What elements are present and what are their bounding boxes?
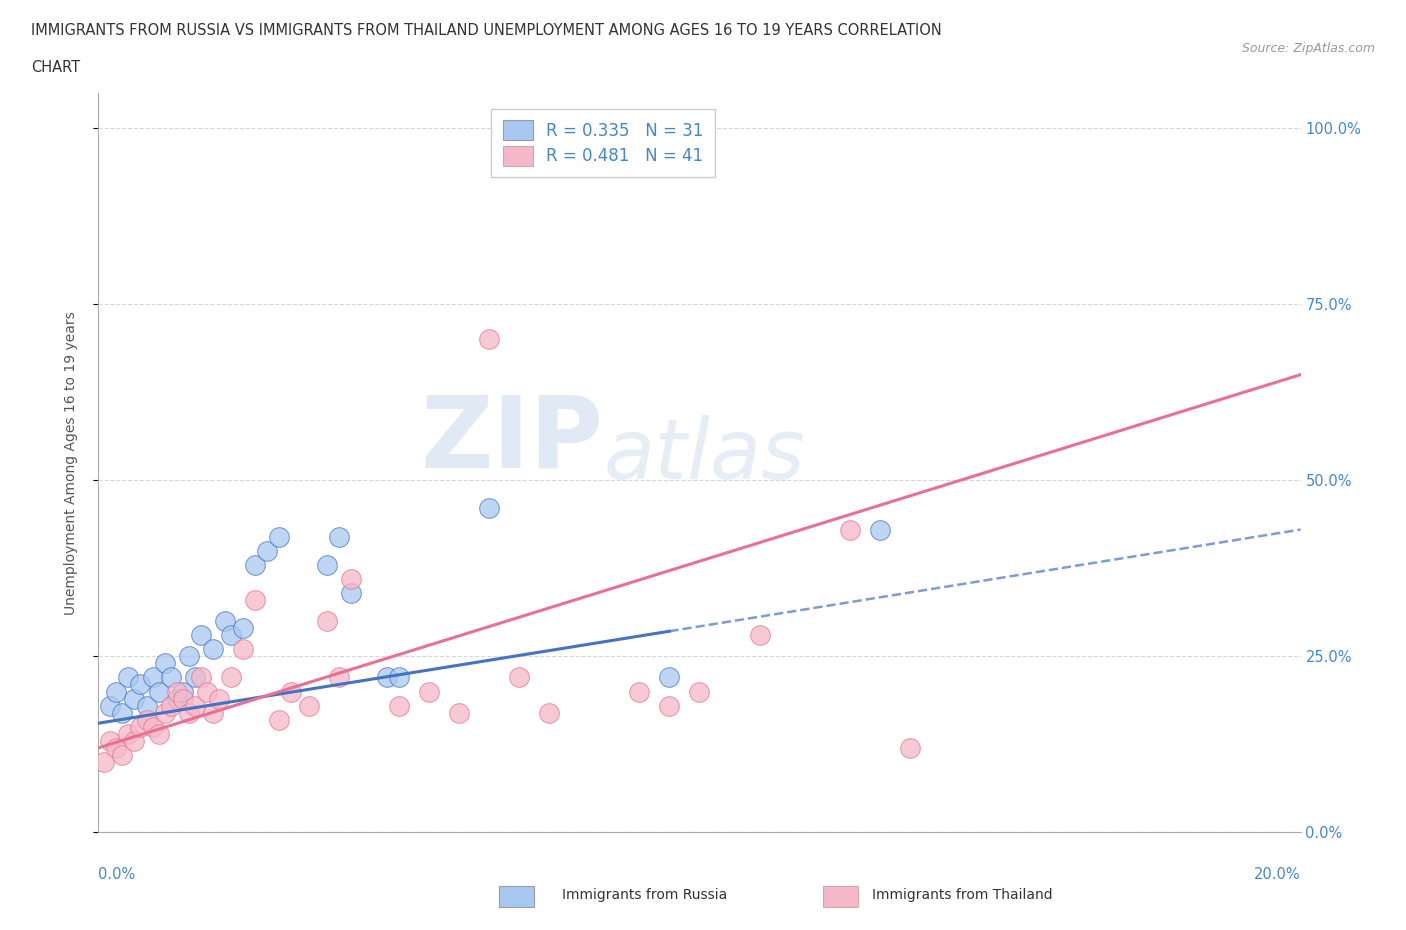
Point xyxy=(105,740,128,755)
Point xyxy=(628,684,651,699)
Point xyxy=(315,557,337,572)
Point xyxy=(159,670,181,684)
Point xyxy=(201,642,224,657)
Point xyxy=(195,684,218,699)
Point xyxy=(177,649,200,664)
Point xyxy=(280,684,302,699)
Point xyxy=(148,684,170,699)
Point xyxy=(124,734,146,749)
Point xyxy=(135,712,157,727)
Point xyxy=(129,719,152,734)
Point xyxy=(508,670,530,684)
Point xyxy=(388,698,411,713)
Text: IMMIGRANTS FROM RUSSIA VS IMMIGRANTS FROM THAILAND UNEMPLOYMENT AMONG AGES 16 TO: IMMIGRANTS FROM RUSSIA VS IMMIGRANTS FRO… xyxy=(31,23,942,38)
Point xyxy=(208,691,231,706)
Point xyxy=(232,642,254,657)
Point xyxy=(93,754,115,769)
Point xyxy=(172,684,194,699)
Point xyxy=(135,698,157,713)
Text: ZIP: ZIP xyxy=(420,392,603,489)
Point xyxy=(267,529,290,544)
Point xyxy=(117,670,139,684)
Point xyxy=(658,698,681,713)
Point xyxy=(219,670,242,684)
Y-axis label: Unemployment Among Ages 16 to 19 years: Unemployment Among Ages 16 to 19 years xyxy=(63,311,77,615)
Text: atlas: atlas xyxy=(603,415,806,496)
Point xyxy=(129,677,152,692)
Point xyxy=(124,691,146,706)
Point xyxy=(117,726,139,741)
Point xyxy=(105,684,128,699)
Point xyxy=(141,670,163,684)
Point xyxy=(243,592,266,607)
Legend: R = 0.335   N = 31, R = 0.481   N = 41: R = 0.335 N = 31, R = 0.481 N = 41 xyxy=(491,109,716,178)
Point xyxy=(172,691,194,706)
Point xyxy=(328,529,350,544)
Text: Immigrants from Thailand: Immigrants from Thailand xyxy=(872,887,1052,902)
Point xyxy=(100,698,122,713)
Point xyxy=(232,620,254,635)
Point xyxy=(111,748,134,763)
Text: CHART: CHART xyxy=(31,60,80,75)
Point xyxy=(159,698,181,713)
Point xyxy=(447,705,470,720)
Point xyxy=(838,522,860,537)
Point xyxy=(315,614,337,629)
Text: 20.0%: 20.0% xyxy=(1254,867,1301,882)
Text: 0.0%: 0.0% xyxy=(98,867,135,882)
Point xyxy=(190,670,212,684)
Point xyxy=(418,684,440,699)
Point xyxy=(214,614,236,629)
Point xyxy=(166,691,188,706)
Point xyxy=(148,726,170,741)
Point xyxy=(141,719,163,734)
Point xyxy=(153,656,176,671)
Point xyxy=(256,543,278,558)
Point xyxy=(100,734,122,749)
Point xyxy=(219,628,242,643)
Point xyxy=(201,705,224,720)
Point xyxy=(689,684,711,699)
Point xyxy=(243,557,266,572)
Point xyxy=(340,571,363,586)
Point xyxy=(111,705,134,720)
Point xyxy=(375,670,398,684)
Point xyxy=(898,740,921,755)
Point xyxy=(153,705,176,720)
Point xyxy=(267,712,290,727)
Point xyxy=(748,628,770,643)
Point xyxy=(388,670,411,684)
Text: Immigrants from Russia: Immigrants from Russia xyxy=(562,887,728,902)
Point xyxy=(478,501,501,516)
Point xyxy=(869,522,891,537)
Point xyxy=(538,705,561,720)
Point xyxy=(183,698,205,713)
Point xyxy=(190,628,212,643)
Point xyxy=(328,670,350,684)
Text: Source: ZipAtlas.com: Source: ZipAtlas.com xyxy=(1241,42,1375,55)
Point xyxy=(658,670,681,684)
Point xyxy=(478,332,501,347)
Point xyxy=(166,684,188,699)
Point xyxy=(183,670,205,684)
Point xyxy=(177,705,200,720)
Point xyxy=(340,586,363,601)
Point xyxy=(298,698,321,713)
